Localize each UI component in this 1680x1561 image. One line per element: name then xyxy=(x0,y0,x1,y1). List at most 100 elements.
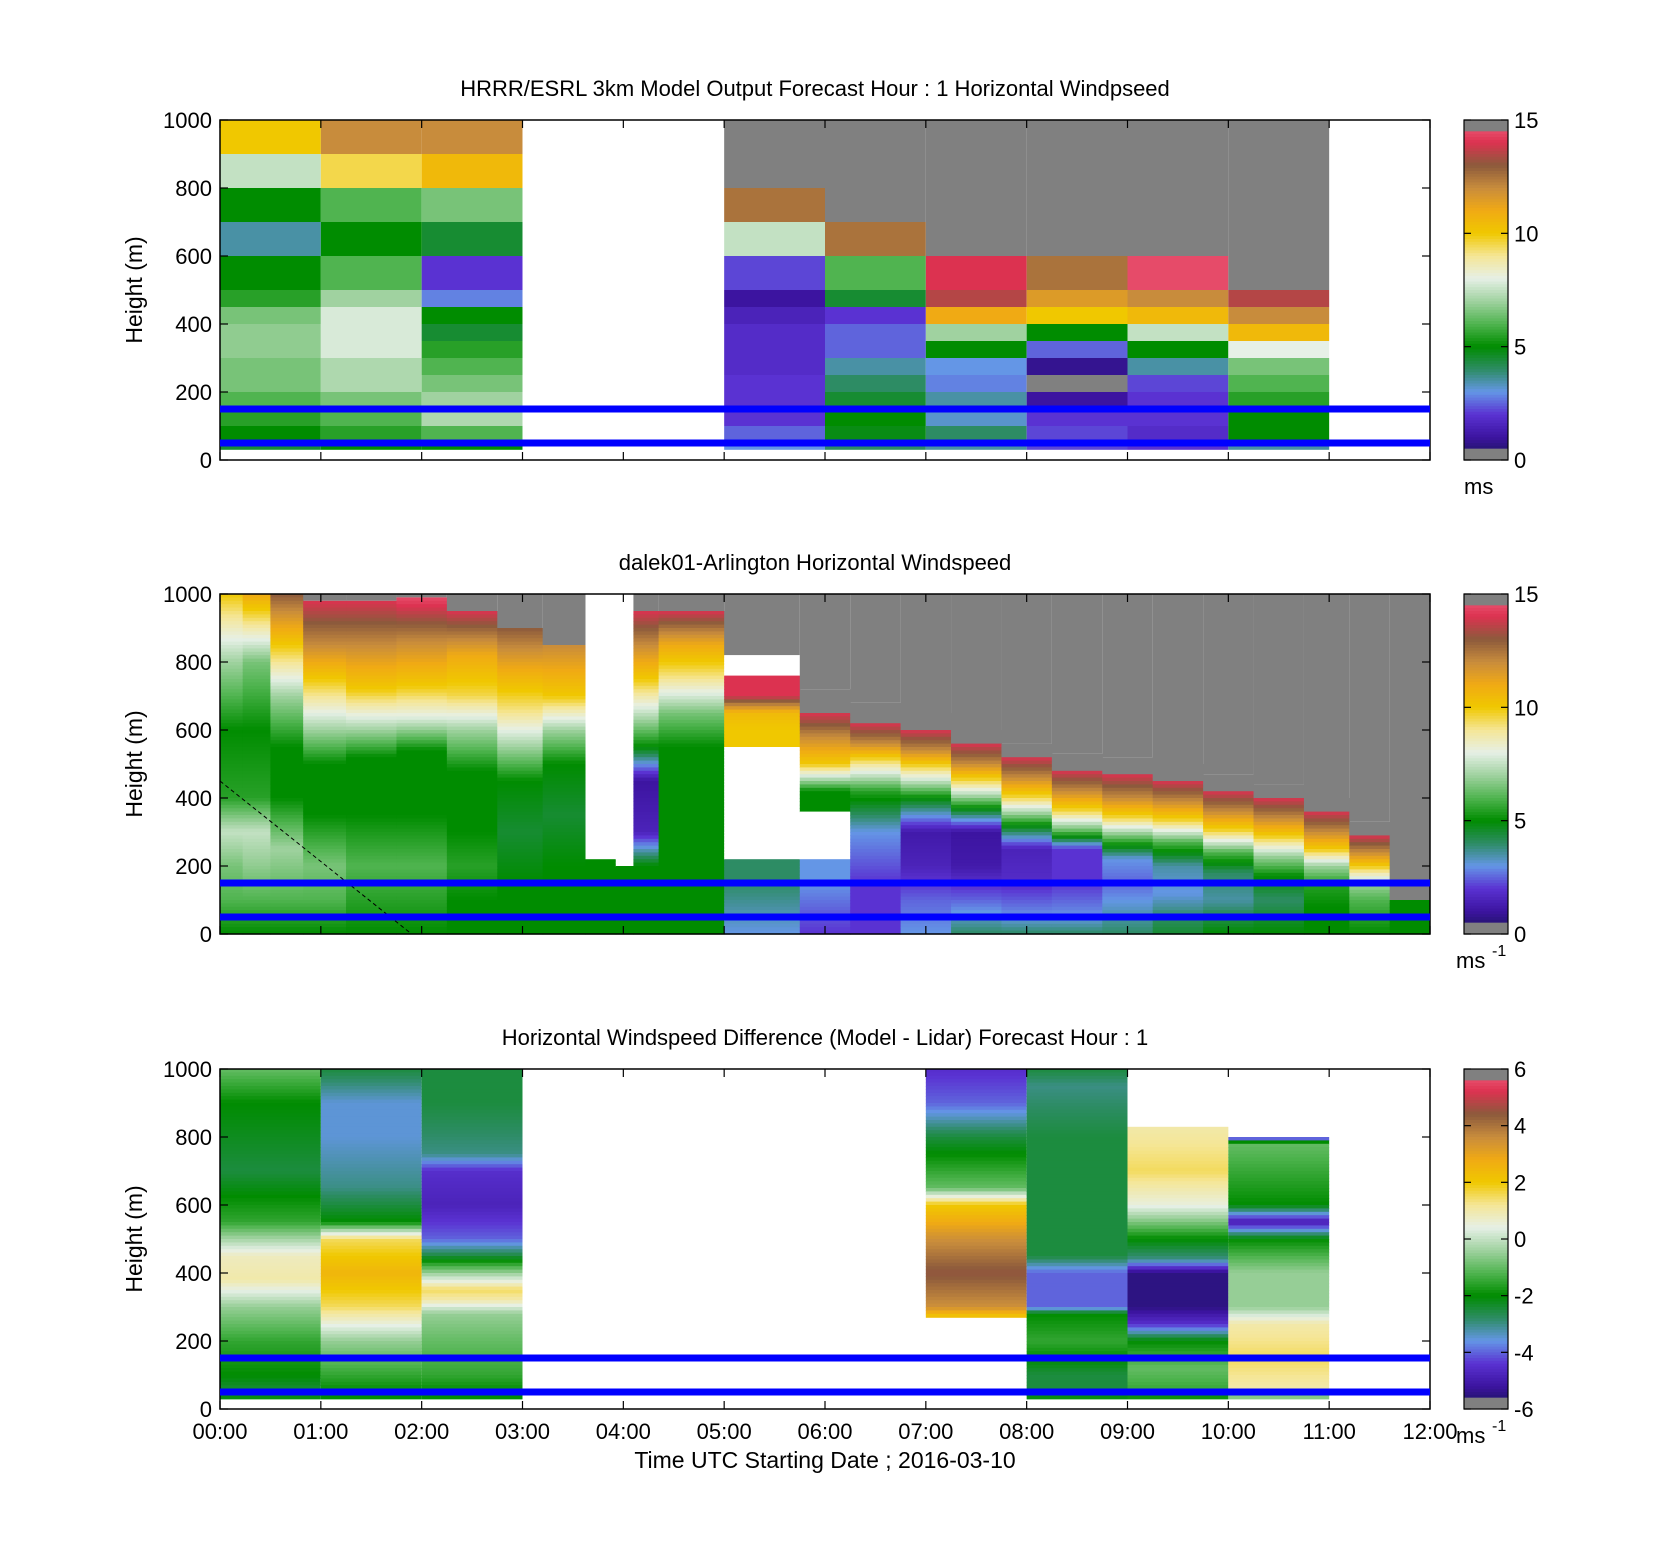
heatmap-cell xyxy=(1152,787,1204,792)
colorbar-segment xyxy=(1464,766,1508,771)
heatmap-cell xyxy=(220,1361,321,1366)
heatmap-cell xyxy=(658,628,725,632)
heatmap-cell xyxy=(446,920,498,925)
heatmap-cell xyxy=(320,1385,422,1390)
x-axis-label: Time UTC Starting Date ; 2016-03-10 xyxy=(634,1447,1015,1473)
heatmap-cell xyxy=(421,1395,523,1400)
heatmap-cell xyxy=(633,679,660,683)
heatmap-cell xyxy=(633,740,660,745)
heatmap-cell xyxy=(658,760,725,765)
heatmap-cell xyxy=(320,1375,422,1379)
heatmap-cell xyxy=(346,662,397,666)
colorbar-segment xyxy=(1464,1216,1508,1220)
heatmap-cell xyxy=(1253,906,1305,911)
heatmap-cell xyxy=(633,692,660,697)
heatmap-cell xyxy=(799,794,851,799)
heatmap-cell xyxy=(799,726,851,731)
heatmap-cell xyxy=(421,290,523,307)
heatmap-cell xyxy=(1051,869,1103,874)
heatmap-cell xyxy=(799,906,851,911)
heatmap-cell xyxy=(1026,1167,1128,1172)
colorbar-segment xyxy=(1464,346,1508,351)
heatmap-cell xyxy=(900,726,952,731)
heatmap-cell xyxy=(951,876,1002,881)
heatmap-cell xyxy=(1026,1239,1128,1243)
heatmap-cell xyxy=(925,1252,1027,1257)
heatmap-cell xyxy=(220,1218,321,1223)
colorbar-segment xyxy=(1464,798,1508,802)
heatmap-cell xyxy=(542,791,587,796)
heatmap-cell xyxy=(799,689,851,694)
heatmap-cell xyxy=(1102,818,1154,823)
heatmap-cell xyxy=(951,825,1002,830)
heatmap-cell xyxy=(1127,1286,1229,1291)
heatmap-cell xyxy=(1051,845,1103,850)
heatmap-cell xyxy=(421,1313,523,1318)
heatmap-cell xyxy=(925,1160,1027,1165)
colorbar-segment xyxy=(1464,1193,1508,1198)
heatmap-cell xyxy=(446,784,498,789)
heatmap-cell xyxy=(951,835,1002,840)
heatmap-cell xyxy=(850,767,902,772)
heatmap-cell xyxy=(1203,832,1255,836)
heatmap-cell xyxy=(1389,893,1431,898)
heatmap-cell xyxy=(421,1293,523,1298)
heatmap-cell xyxy=(220,1154,321,1158)
heatmap-cell xyxy=(585,815,617,819)
heatmap-cell xyxy=(900,821,952,826)
colorbar-segment xyxy=(1464,213,1508,217)
heatmap-cell xyxy=(615,699,634,704)
heatmap-cell xyxy=(270,903,304,908)
heatmap-cell xyxy=(951,930,1002,935)
heatmap-cell xyxy=(220,1177,321,1182)
heatmap-cell xyxy=(1127,1174,1229,1179)
heatmap-cell xyxy=(615,757,634,762)
heatmap-cell xyxy=(242,594,271,598)
heatmap-cell xyxy=(446,770,498,775)
heatmap-cell xyxy=(585,835,617,840)
heatmap-cell xyxy=(1051,760,1103,765)
heatmap-cell xyxy=(421,1279,523,1284)
colorbar-segment xyxy=(1464,1278,1508,1283)
heatmap-cell xyxy=(1026,1290,1128,1294)
colorbar-segment xyxy=(1464,1097,1508,1101)
heatmap-cell xyxy=(497,655,544,660)
heatmap-cell xyxy=(396,631,448,636)
heatmap-cell xyxy=(925,1150,1027,1155)
heatmap-cell xyxy=(1127,1337,1229,1342)
colorbar-segment xyxy=(1464,168,1508,172)
heatmap-cell xyxy=(396,910,448,915)
heatmap-cell xyxy=(1026,290,1128,307)
heatmap-cell xyxy=(303,651,347,656)
colorbar-segment xyxy=(1464,888,1508,893)
heatmap-cell xyxy=(658,645,725,649)
heatmap-cell xyxy=(585,818,617,823)
heatmap-cell xyxy=(1102,910,1154,915)
heatmap-cell xyxy=(270,815,304,819)
heatmap-cell xyxy=(320,1279,422,1284)
heatmap-cell xyxy=(1303,852,1350,857)
heatmap-cell xyxy=(925,409,1027,426)
heatmap-cell xyxy=(925,1147,1027,1152)
heatmap-cell xyxy=(446,740,498,745)
heatmap-cell xyxy=(925,1218,1027,1223)
heatmap-cell xyxy=(1203,818,1255,823)
heatmap-cell xyxy=(346,675,397,680)
heatmap-cell xyxy=(585,696,617,700)
heatmap-cell xyxy=(724,818,801,823)
heatmap-cell xyxy=(615,723,634,728)
heatmap-cell xyxy=(220,1208,321,1213)
heatmap-cell xyxy=(421,1211,523,1216)
heatmap-cell xyxy=(850,777,902,782)
heatmap-cell xyxy=(925,1307,1027,1311)
heatmap-cell xyxy=(585,730,617,734)
heatmap-cell xyxy=(1127,290,1229,307)
colorbar-segment xyxy=(1464,868,1508,873)
colorbar-segment xyxy=(1464,318,1508,322)
heatmap-cell xyxy=(320,1225,422,1230)
colorbar-segment xyxy=(1464,397,1508,402)
heatmap-cell xyxy=(615,893,634,898)
heatmap-cell xyxy=(850,784,902,789)
